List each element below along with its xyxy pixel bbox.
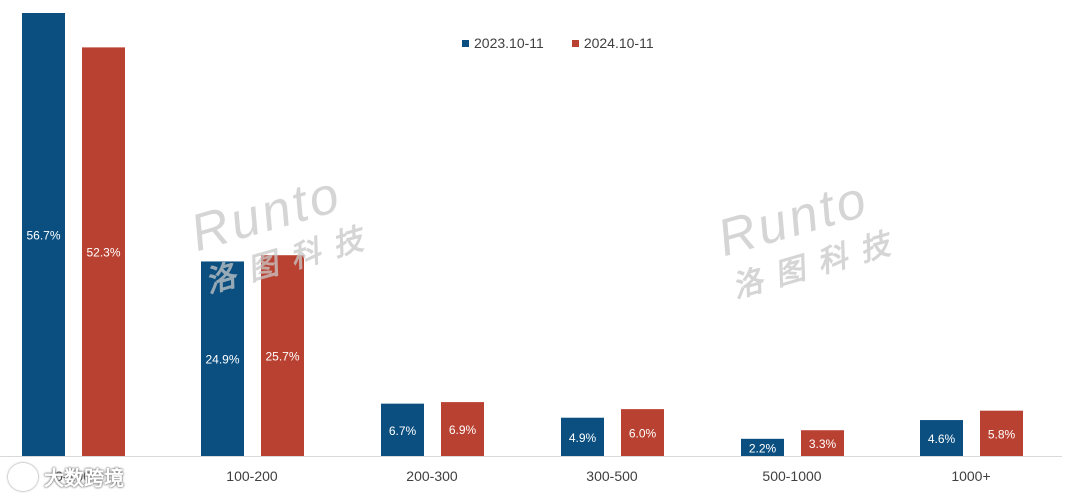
data-label-1-300-500: 4.9% [569, 431, 597, 445]
data-label-2-0-100: 52.3% [86, 246, 120, 260]
legend-label-series-1: 2023.10-11 [474, 35, 544, 51]
x-tick-label-300-500: 300-500 [586, 468, 638, 484]
x-tick-label-1000+: 1000+ [951, 468, 990, 484]
bar-2-500-1000 [801, 430, 844, 456]
x-tick-label-0-100: 0-100 [55, 468, 91, 484]
data-label-2-200-300: 6.9% [449, 423, 477, 437]
data-label-2-100-200: 25.7% [265, 350, 299, 364]
legend-item-series-2: 2024.10-11 [571, 35, 654, 51]
bar-1-1000+ [920, 420, 963, 456]
legend-label-series-2: 2024.10-11 [583, 35, 654, 51]
data-label-2-1000+: 5.8% [988, 427, 1016, 441]
legend: 2023.10-11 2024.10-11 [462, 35, 654, 51]
x-tick-label-100-200: 100-200 [226, 468, 278, 484]
bottom-watermark-text: 大数跨境 [44, 468, 124, 490]
x-tick-label-200-300: 200-300 [406, 468, 458, 484]
bar-2-100-200 [261, 255, 304, 456]
bar-2-300-500 [621, 409, 664, 456]
bar-2-1000+ [980, 410, 1023, 456]
data-label-1-1000+: 4.6% [928, 432, 956, 446]
data-label-1-100-200: 24.9% [205, 353, 239, 367]
bar-2-200-300 [441, 402, 484, 456]
data-label-1-200-300: 6.7% [389, 424, 417, 438]
bar-1-300-500 [561, 417, 604, 456]
data-label-2-300-500: 6.0% [629, 427, 657, 441]
bar-1-0-100 [22, 13, 65, 456]
bottom-watermark: 大数跨境 [8, 462, 124, 491]
data-label-1-500-1000: 2.2% [749, 441, 777, 455]
data-label-2-500-1000: 3.3% [809, 437, 837, 451]
watermark-logo-icon [8, 462, 38, 491]
bar-1-500-1000 [741, 438, 784, 456]
bar-1-200-300 [381, 403, 424, 456]
data-label-1-0-100: 56.7% [26, 229, 60, 243]
bar-1-100-200 [201, 261, 244, 456]
x-tick-label-500-1000: 500-1000 [762, 468, 821, 484]
legend-swatch-series-1 [462, 39, 469, 47]
legend-swatch-series-2 [571, 39, 579, 47]
legend-item-series-1: 2023.10-11 [462, 35, 544, 51]
bar-2-0-100 [82, 47, 125, 456]
